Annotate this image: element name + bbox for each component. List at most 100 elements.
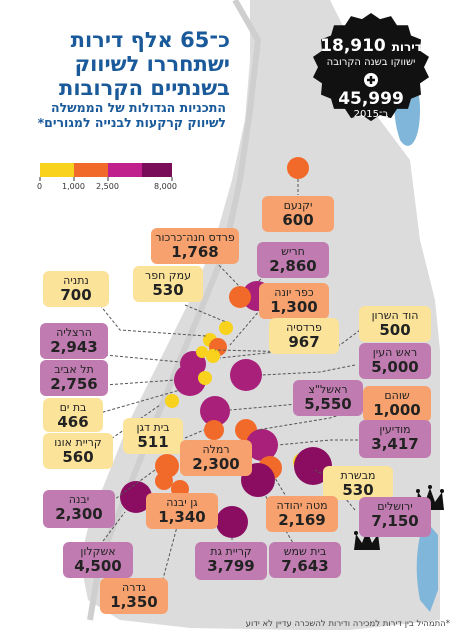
plan-name: פרדסיה bbox=[286, 321, 322, 334]
plan-name: פרדס חנה־כרכור bbox=[155, 231, 235, 244]
year2015-text: ב־2015 bbox=[353, 109, 389, 120]
plan-name: מודיעין bbox=[379, 423, 411, 436]
plan-box-jerusalem: ירושלים 7,150 bbox=[359, 497, 431, 537]
plan-name: ראשל"צ bbox=[308, 383, 348, 396]
marker-gan-yavne bbox=[155, 472, 173, 490]
plan-box-kfar-yona: כפר יונה 1,300 bbox=[259, 283, 329, 319]
legend-tick: 0 bbox=[37, 182, 43, 191]
plan-value: 500 bbox=[379, 321, 411, 339]
plan-box-beit-dagan: בית דגן 511 bbox=[123, 418, 183, 454]
plan-name: יבנה bbox=[68, 493, 90, 506]
plan-box-mate-yehuda: מטה יהודה 2,169 bbox=[266, 496, 338, 532]
marker-pardes-hanna bbox=[229, 286, 251, 308]
plan-name: אשקלון bbox=[80, 545, 116, 558]
summary-badge: 18,910 דירות ישווקו בשנה הקרובה 45,999 ב… bbox=[296, 6, 446, 126]
plan-value: 3,799 bbox=[207, 557, 255, 575]
page-title: כ־65 אלף דירות ישתחררו לשיווק בשנתיים הק… bbox=[59, 28, 230, 100]
plan-name: קריית אונו bbox=[54, 436, 102, 449]
marker-ashkelon bbox=[120, 481, 152, 513]
plan-value: 2,943 bbox=[50, 338, 98, 356]
plan-name: ירושלים bbox=[377, 500, 413, 513]
marker-yokneam bbox=[287, 157, 309, 179]
plan-name: חריש bbox=[281, 245, 305, 258]
plan-value: 7,643 bbox=[281, 557, 329, 575]
plan-name: יקנעם bbox=[283, 199, 313, 212]
plan-box-mevaseret: מבשרת 530 bbox=[323, 466, 393, 500]
marker-jerusalem bbox=[294, 447, 332, 485]
plan-value: 600 bbox=[282, 211, 314, 229]
legend-tick: 8,000 bbox=[154, 182, 177, 191]
plan-name: כפר יונה bbox=[274, 286, 314, 299]
plan-box-emek-hefer: עמק חפר 530 bbox=[133, 266, 203, 302]
next-year-unit: דירות bbox=[391, 40, 422, 54]
plan-value: 511 bbox=[137, 433, 169, 451]
plan-value: 530 bbox=[152, 281, 184, 299]
marker-modiin bbox=[246, 429, 278, 461]
marker-kiryat-gat bbox=[216, 506, 248, 538]
plan-name: רמלה bbox=[202, 443, 230, 456]
plan-box-modiin: מודיעין 3,417 bbox=[359, 420, 431, 458]
marker-rosh-haayin bbox=[230, 359, 262, 391]
plan-value: 1,350 bbox=[110, 593, 158, 611]
plan-box-pardesiya: פרדסיה 967 bbox=[269, 318, 339, 354]
page-subtitle: התכניות הגדולות של הממשלה לשיווק קרקעות … bbox=[37, 100, 226, 130]
plan-name: נתניה bbox=[63, 274, 89, 287]
marker-beit-dagan bbox=[204, 420, 224, 440]
plan-value: 1,340 bbox=[158, 508, 206, 526]
plan-value: 466 bbox=[57, 413, 89, 431]
legend-swatch bbox=[74, 163, 108, 177]
plan-box-netanya: נתניה 700 bbox=[43, 271, 109, 307]
plan-value: 5,000 bbox=[371, 358, 419, 376]
plan-box-kiryat-ono: קריית אונו 560 bbox=[43, 433, 113, 469]
plan-name: גדרה bbox=[122, 581, 146, 594]
marker-tel-aviv bbox=[174, 364, 206, 396]
plan-value: 967 bbox=[288, 333, 320, 351]
legend-swatch bbox=[108, 163, 142, 177]
legend-tick: 1,000 bbox=[62, 182, 85, 191]
next-year-text: ישווקו בשנה הקרובה bbox=[326, 57, 416, 68]
plan-value: 2,300 bbox=[192, 455, 240, 473]
plan-name: הרצליה bbox=[56, 326, 92, 339]
marker-bat-yam bbox=[198, 371, 212, 385]
marker-emek-hefer bbox=[219, 321, 233, 335]
legend-tick: 2,500 bbox=[96, 182, 119, 191]
plan-box-rosh-haayin: ראש העין 5,000 bbox=[359, 343, 431, 379]
color-legend: 0 1,000 2,500 8,000 bbox=[26, 159, 177, 199]
marker-rishon bbox=[200, 396, 230, 426]
legend-swatch bbox=[142, 163, 172, 177]
plan-value: 2,756 bbox=[50, 375, 98, 393]
plan-value: 4,500 bbox=[74, 557, 122, 575]
plan-name: ראש העין bbox=[372, 346, 418, 359]
plan-name: גן יבנה bbox=[166, 496, 198, 509]
plan-box-gan-yavne: גן יבנה 1,340 bbox=[146, 493, 218, 529]
plan-value: 2,860 bbox=[269, 257, 317, 275]
marker-kiryat-ono bbox=[165, 394, 179, 408]
plan-box-shoham: שוהם 1,000 bbox=[363, 386, 431, 422]
marker-hod-hasharon bbox=[206, 349, 220, 363]
plan-box-ashkelon: אשקלון 4,500 bbox=[63, 542, 133, 578]
plan-value: 5,550 bbox=[304, 395, 352, 413]
plan-name: מטה יהודה bbox=[276, 499, 328, 512]
plan-box-tel-aviv: תל אביב 2,756 bbox=[40, 360, 108, 396]
plan-name: הוד השרון bbox=[371, 309, 419, 322]
legend-swatch bbox=[40, 163, 74, 177]
plan-name: בית שמש bbox=[283, 545, 327, 558]
footnote: *התמהיל בין דירות למכירה ודירות להשכרה ע… bbox=[245, 619, 450, 629]
plan-box-pardes-hanna: פרדס חנה־כרכור 1,768 bbox=[151, 228, 239, 264]
plan-name: קריית גת bbox=[210, 545, 252, 558]
plan-value: 1,000 bbox=[373, 401, 421, 419]
plan-box-harish: חריש 2,860 bbox=[257, 242, 329, 278]
plan-box-gedera: גדרה 1,350 bbox=[100, 578, 168, 614]
marker-yavne bbox=[155, 454, 179, 478]
plan-box-yavne: יבנה 2,300 bbox=[43, 490, 115, 528]
plan-name: בת ים bbox=[59, 401, 87, 414]
plan-box-ramla: רמלה 2,300 bbox=[180, 440, 252, 476]
plan-name: מבשרת bbox=[340, 469, 376, 482]
plan-box-bat-yam: בת ים 466 bbox=[43, 398, 103, 432]
plan-value: 2,300 bbox=[55, 505, 103, 523]
plan-value: 7,150 bbox=[371, 512, 419, 530]
plan-value: 3,417 bbox=[371, 435, 419, 453]
plan-box-beit-shemesh: בית שמש 7,643 bbox=[269, 542, 341, 578]
plan-name: עמק חפר bbox=[145, 269, 191, 282]
